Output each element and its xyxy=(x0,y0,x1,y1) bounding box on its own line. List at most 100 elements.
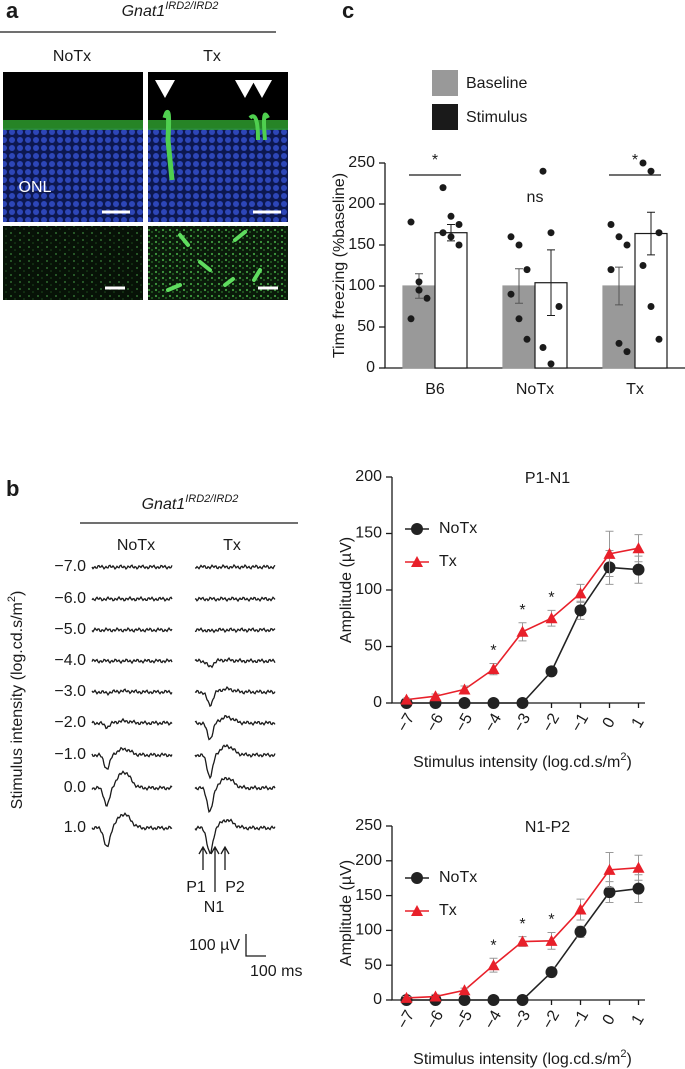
genotype: IRD2/IRD2 xyxy=(185,493,238,505)
y-axis-label: Time freezing (%baseline) xyxy=(331,173,348,358)
error-bar xyxy=(547,249,555,317)
marker xyxy=(603,863,616,875)
marker xyxy=(545,665,558,678)
erg-trace xyxy=(91,746,173,770)
marker xyxy=(429,690,442,702)
significance-label: * xyxy=(519,916,525,933)
erg-trace xyxy=(91,658,173,665)
intensity-label: −5.0 xyxy=(54,621,86,638)
marker xyxy=(487,959,500,971)
legend-label: NoTx xyxy=(439,520,477,537)
legend-label: Stimulus xyxy=(466,109,527,126)
erg-trace xyxy=(194,714,276,741)
panel-label: c xyxy=(342,0,354,23)
y-tick-label: 0 xyxy=(373,694,382,711)
x-tick-label: −2 xyxy=(539,711,563,735)
intensity-label: −7.0 xyxy=(54,558,86,575)
marker xyxy=(574,604,587,617)
significance-label: * xyxy=(519,602,525,619)
data-point xyxy=(607,221,615,228)
erg-trace xyxy=(91,717,173,730)
y-tick-label: 250 xyxy=(348,154,375,171)
label-end: ) xyxy=(626,1051,631,1068)
intensity-label: −4.0 xyxy=(54,652,86,669)
x-tick-label: −6 xyxy=(423,711,447,735)
marker xyxy=(458,683,471,695)
error-bar xyxy=(415,273,423,299)
erg-trace xyxy=(91,770,173,807)
intensity-label: −6.0 xyxy=(54,590,86,607)
data-point xyxy=(607,266,615,274)
condition: NoTx xyxy=(53,48,91,65)
marker xyxy=(516,625,529,637)
marker xyxy=(487,994,500,1006)
genotype-title: Gnat1IRD2/IRD2 xyxy=(122,0,219,20)
data-point xyxy=(539,344,547,351)
data-point xyxy=(539,167,547,175)
data-point xyxy=(439,184,447,192)
x-axis-label: Stimulus intensity (log.cd.s/m2) xyxy=(413,751,632,771)
erg-trace xyxy=(194,743,276,780)
legend-label: Baseline xyxy=(466,75,527,92)
y-tick-label: 200 xyxy=(348,195,375,212)
peak-arrows xyxy=(198,845,230,892)
data-point xyxy=(647,303,655,310)
x-tick-label: −7 xyxy=(394,711,418,735)
scale-time: 100 ms xyxy=(250,963,302,980)
erg-trace xyxy=(194,685,276,708)
bar xyxy=(434,232,468,369)
data-point xyxy=(547,360,555,368)
intensity-label: 0.0 xyxy=(64,779,86,796)
data-point xyxy=(407,218,415,226)
y-axis-label: Stimulus intensity (log.cd.s/m2) xyxy=(6,591,26,810)
y-axis-label: Amplitude (µV) xyxy=(338,860,355,966)
data-point xyxy=(447,233,455,241)
peak-label: N1 xyxy=(204,899,225,916)
data-point xyxy=(615,339,623,347)
label: Stimulus intensity (log.cd.s/m xyxy=(413,1051,620,1068)
data-point xyxy=(655,335,663,343)
marker xyxy=(516,697,529,709)
marker xyxy=(487,663,500,675)
peak-label: P1 xyxy=(186,879,206,896)
data-point xyxy=(507,290,515,298)
layer-label: ONL xyxy=(19,179,52,196)
legend-swatch xyxy=(432,104,458,130)
marker xyxy=(574,925,587,938)
x-tick-label: 1 xyxy=(629,1012,648,1028)
data-point xyxy=(415,286,423,294)
marker xyxy=(574,587,587,599)
y-tick-label: 250 xyxy=(355,817,382,834)
x-tick-label: 0 xyxy=(600,715,619,731)
data-point xyxy=(523,335,531,343)
data-point xyxy=(639,262,647,269)
legend-marker xyxy=(411,872,423,884)
peak-label: P2 xyxy=(225,879,245,896)
marker xyxy=(458,994,471,1006)
error-bar xyxy=(615,266,623,306)
marker xyxy=(429,990,442,1002)
legend-marker xyxy=(411,523,423,535)
label-end: ) xyxy=(9,591,26,596)
legend-label: Tx xyxy=(439,553,457,570)
label: Stimulus intensity (log.cd.s/m xyxy=(9,602,26,809)
data-point xyxy=(515,241,523,249)
marker xyxy=(632,563,645,576)
erg-trace xyxy=(195,563,276,570)
data-point xyxy=(455,241,463,249)
chart-title: N1-P2 xyxy=(525,819,570,836)
panel-label: b xyxy=(6,476,19,501)
x-tick-label: −3 xyxy=(510,711,534,735)
marker xyxy=(487,697,500,709)
significance-label: * xyxy=(490,937,496,954)
x-tick-label: Tx xyxy=(626,381,644,398)
marker xyxy=(632,882,645,895)
y-tick-label: 100 xyxy=(348,277,375,294)
data-point xyxy=(639,159,647,167)
erg-trace xyxy=(91,812,173,848)
significance-label: * xyxy=(632,152,638,169)
intensity-label: −1.0 xyxy=(54,746,86,763)
data-point xyxy=(655,229,663,237)
marker xyxy=(574,903,587,915)
erg-trace xyxy=(91,688,173,696)
